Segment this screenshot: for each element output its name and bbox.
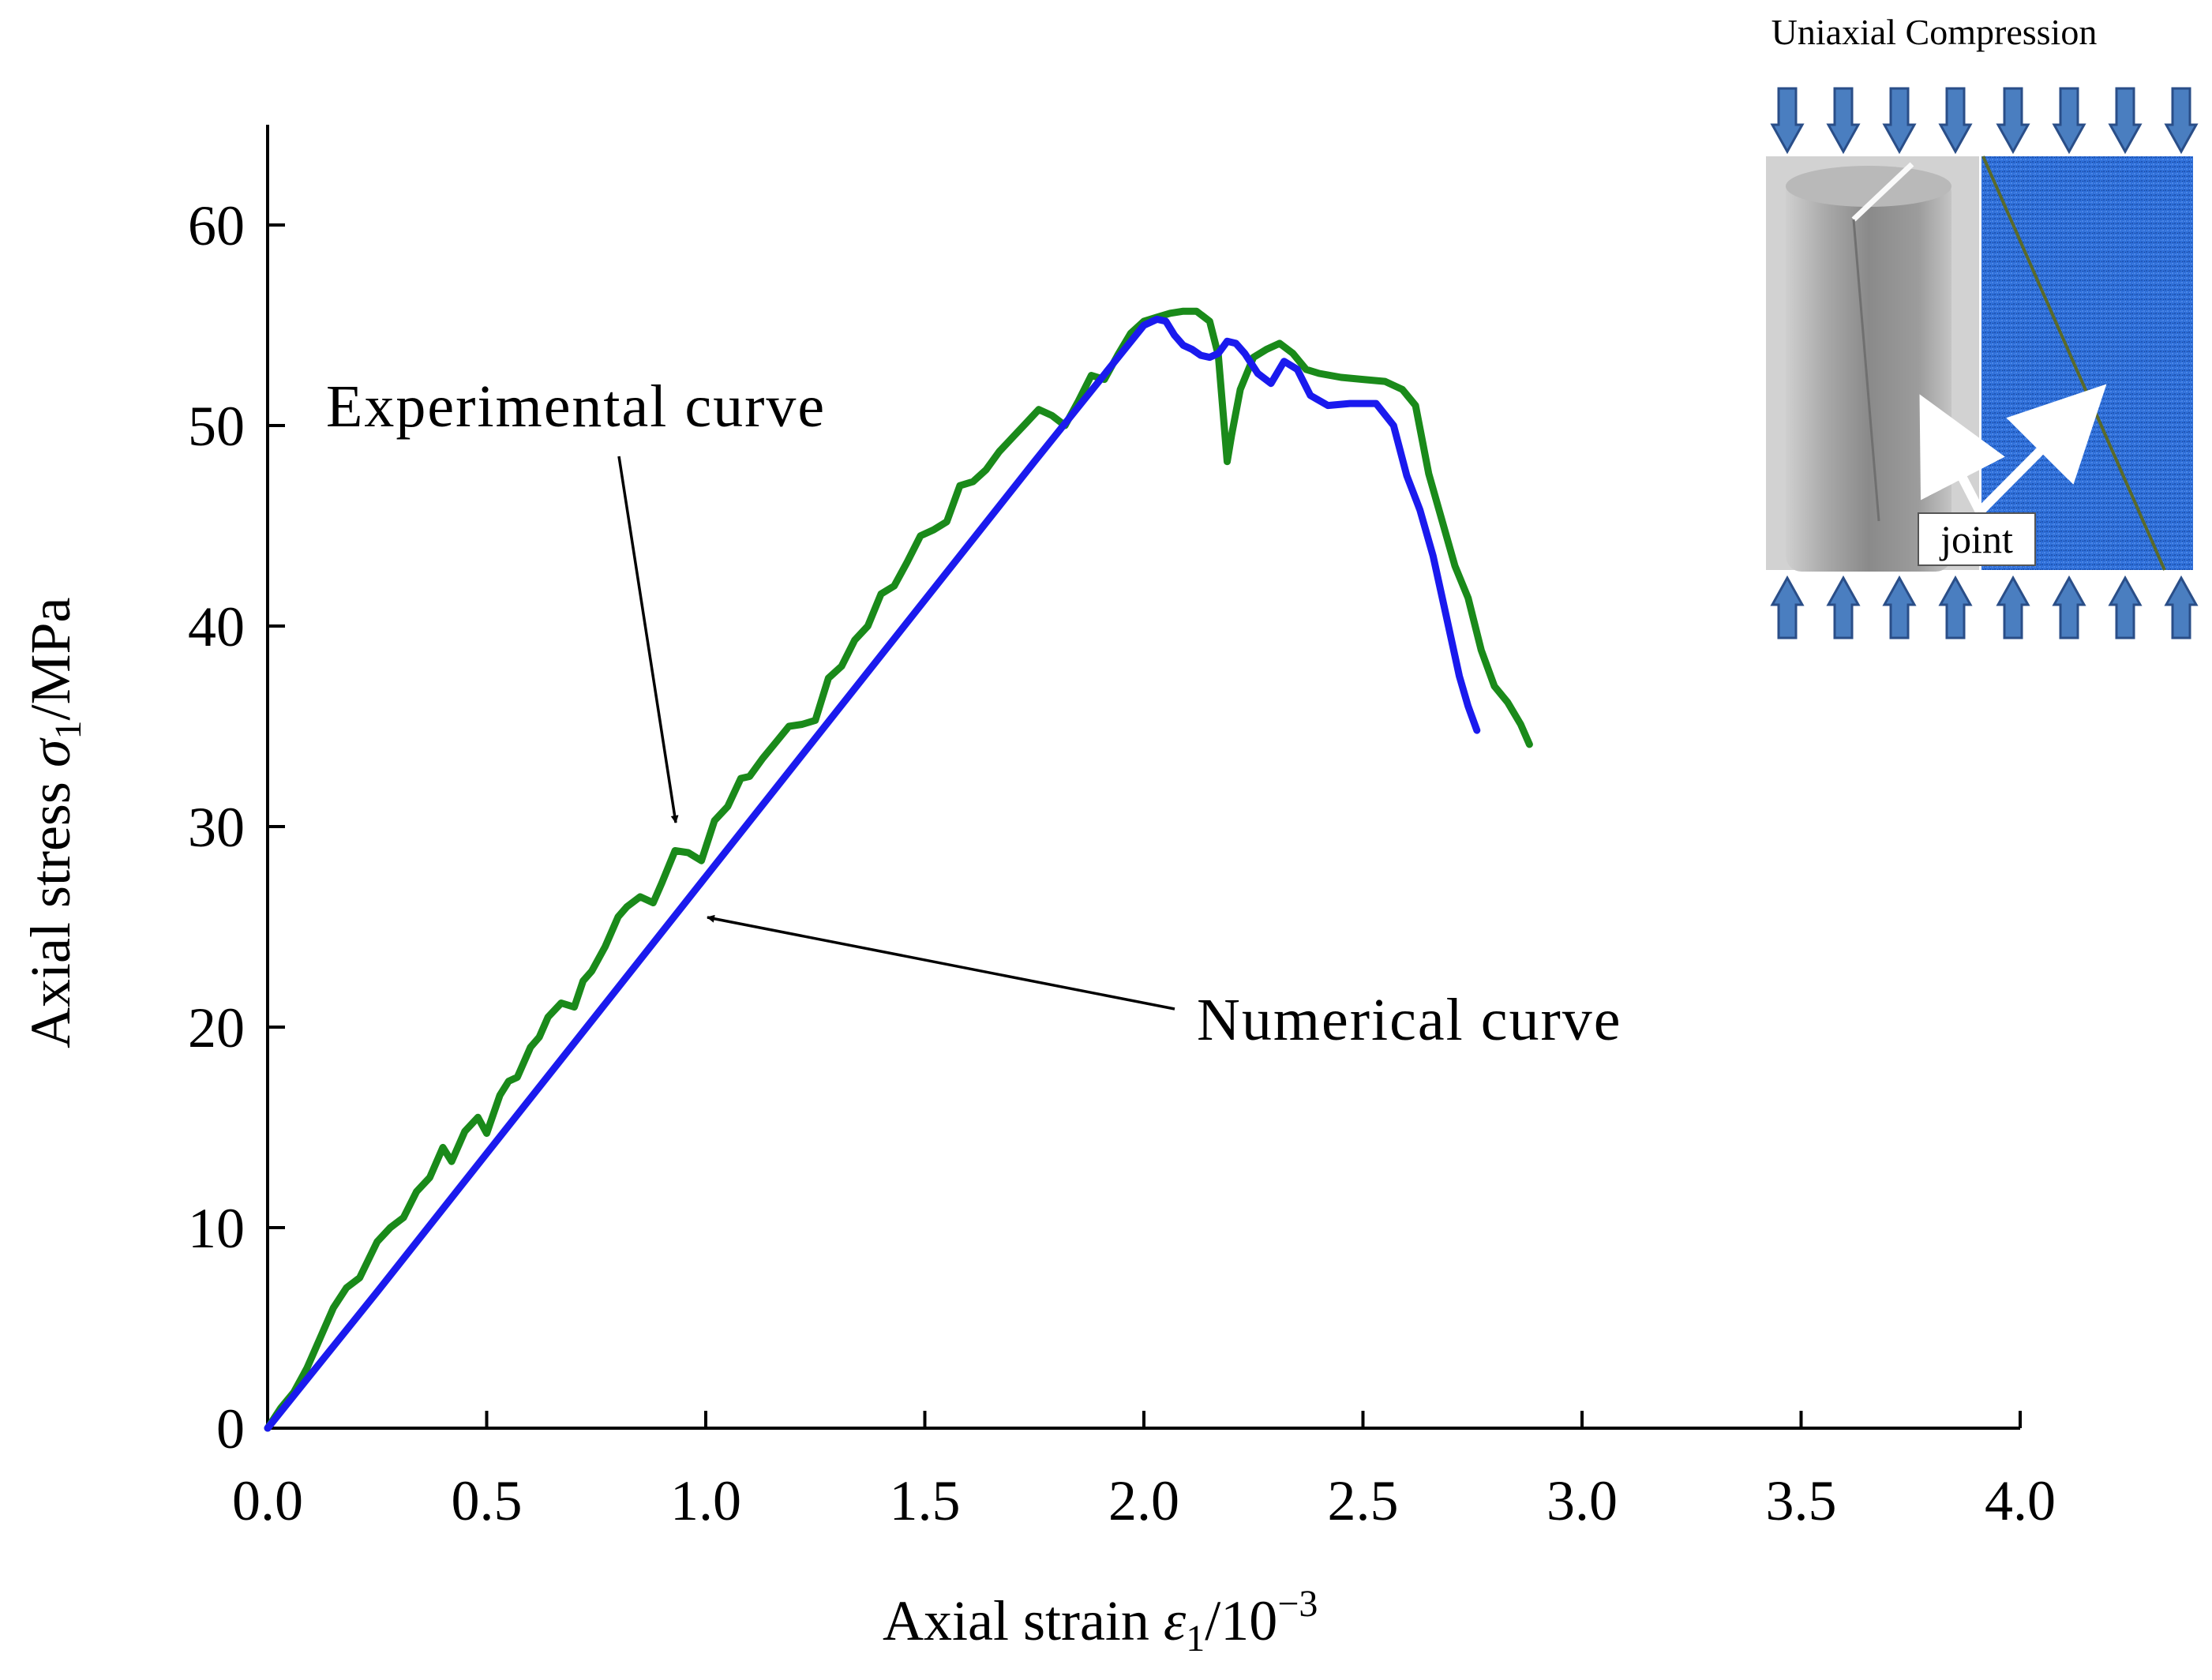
y-tick-label: 10	[188, 1197, 245, 1260]
joint-arrow-right	[1976, 384, 2107, 516]
y-tick-label: 20	[188, 996, 245, 1059]
series-numerical-line	[264, 315, 1481, 1432]
x-tick-label: 3.0	[1547, 1469, 1618, 1532]
load-arrows-bottom	[1770, 575, 2199, 639]
x-tick-label: 2.0	[1108, 1469, 1179, 1532]
load-arrow-up-icon	[1938, 575, 1973, 639]
x-tick-label: 0.0	[232, 1469, 303, 1532]
x-tick-label: 1.5	[890, 1469, 961, 1532]
inset-title: Uniaxial Compression	[1771, 12, 2098, 52]
numerical-model	[1981, 156, 2193, 570]
y-tick-label: 40	[188, 595, 245, 658]
load-arrow-up-icon	[1826, 575, 1861, 639]
x-tick-label: 2.5	[1328, 1469, 1399, 1532]
load-arrow-up-icon	[1770, 575, 1805, 639]
specimen-crack	[1851, 162, 1914, 222]
specimen-top	[1786, 166, 1951, 207]
specimen-joint	[1852, 219, 1880, 522]
x-tick-label: 1.0	[670, 1469, 741, 1532]
arrow-numerical	[707, 914, 1175, 1011]
load-arrow-down-icon	[2108, 87, 2143, 155]
y-tick-label: 0	[216, 1397, 245, 1461]
joint-label-box	[1918, 512, 2036, 566]
load-arrow-down-icon	[2052, 87, 2086, 155]
load-arrow-up-icon	[1882, 575, 1917, 639]
load-arrow-down-icon	[2164, 87, 2199, 155]
load-arrow-down-icon	[1996, 87, 2030, 155]
load-arrow-up-icon	[2052, 575, 2086, 639]
x-tick-label: 4.0	[1985, 1469, 2056, 1532]
x-ticks: 0.0 0.5 1.0 1.5 2.0 2.5 3.0 3.5 4.0	[232, 1411, 2056, 1532]
series-layer	[264, 307, 1533, 1432]
annotations: Experimental curve Numerical curve	[326, 373, 1622, 1053]
y-tick-label: 60	[188, 194, 245, 257]
y-tick-label: 50	[188, 395, 245, 458]
load-arrows-top	[1770, 87, 2199, 155]
load-arrow-down-icon	[1882, 87, 1917, 155]
joint-arrow-left	[1919, 394, 2005, 514]
y-ticks: 0 10 20 30 40 50 60	[188, 194, 285, 1461]
load-arrow-up-icon	[1996, 575, 2030, 639]
load-arrow-up-icon	[2108, 575, 2143, 639]
joint-label: joint	[1939, 517, 2013, 561]
arrow-experimental	[617, 456, 679, 823]
y-tick-label: 30	[188, 796, 245, 859]
x-tick-label: 0.5	[452, 1469, 523, 1532]
load-arrow-down-icon	[1938, 87, 1973, 155]
load-arrow-up-icon	[2164, 575, 2199, 639]
y-axis-title: Axial stress σ1/MPa	[19, 597, 89, 1048]
load-arrow-down-icon	[1826, 87, 1861, 155]
annotation-experimental: Experimental curve	[326, 373, 826, 440]
x-axis-title: Axial strain ε1/10−3	[883, 1583, 1318, 1659]
model-joint-line	[1981, 156, 2166, 571]
specimen-cylinder	[1786, 177, 1951, 572]
load-arrow-down-icon	[1770, 87, 1805, 155]
annotation-numerical: Numerical curve	[1197, 987, 1622, 1053]
series-experimental-line	[264, 307, 1533, 1432]
inset-diagram: Uniaxial Compression joint	[1766, 12, 2199, 639]
x-tick-label: 3.5	[1766, 1469, 1837, 1532]
